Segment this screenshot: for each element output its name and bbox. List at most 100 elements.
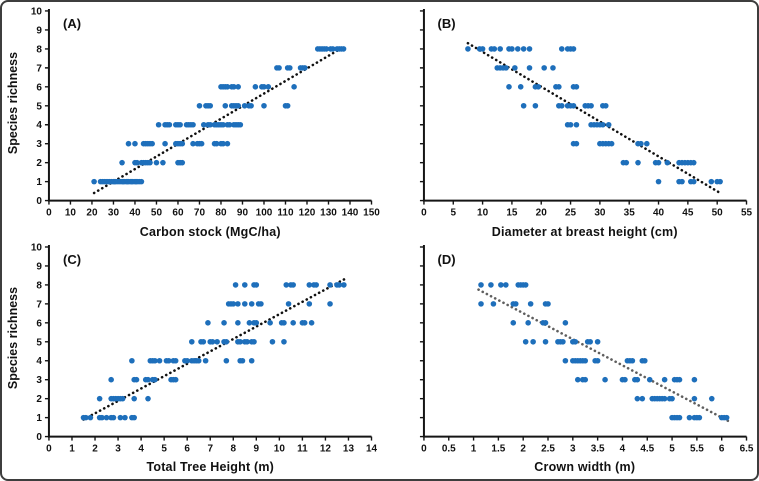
data-point xyxy=(83,414,89,420)
data-point xyxy=(96,395,103,401)
data-point xyxy=(200,338,207,345)
data-point xyxy=(306,300,313,307)
data-point xyxy=(608,140,614,147)
data-point xyxy=(153,159,160,166)
data-point xyxy=(301,319,308,326)
data-point xyxy=(220,121,226,128)
data-point xyxy=(138,178,145,185)
data-point xyxy=(487,281,494,288)
x-tick-label: 55 xyxy=(740,208,752,219)
data-point xyxy=(207,121,214,128)
data-point xyxy=(235,319,241,326)
data-point xyxy=(544,300,551,307)
x-tick-label: 4.5 xyxy=(640,443,654,454)
data-points xyxy=(80,281,347,420)
y-tick-label: 2 xyxy=(36,158,42,169)
trend-line xyxy=(466,41,721,195)
data-point xyxy=(323,46,330,52)
data-point xyxy=(131,395,137,401)
data-point xyxy=(477,281,484,288)
data-point xyxy=(152,376,158,382)
data-point xyxy=(678,178,685,185)
data-point xyxy=(573,121,579,128)
x-tick-label: 4 xyxy=(138,443,144,454)
data-point xyxy=(497,281,504,288)
data-point xyxy=(207,102,214,109)
y-tick-label: 7 xyxy=(36,63,42,74)
data-point xyxy=(572,338,578,345)
data-point xyxy=(179,140,186,147)
panel-c-tree-height: 0 1 2 3 4 5 6 7 8 9 10 11 12 13 14 0 1 2 3 4 5 6 7 8 9 10 (C) Spe… xyxy=(5,241,380,477)
data-point xyxy=(285,300,292,307)
data-point xyxy=(213,140,220,147)
data-point xyxy=(103,414,110,420)
y-tick-label: 5 xyxy=(36,101,42,112)
panel-c-label: (C) xyxy=(63,251,82,267)
data-point xyxy=(248,102,254,109)
data-point xyxy=(542,338,548,345)
x-tick-label: 0 xyxy=(421,208,427,219)
data-point xyxy=(235,300,241,307)
x-tick-label: 12 xyxy=(320,443,332,454)
x-tick-label: 15 xyxy=(506,208,518,219)
data-point xyxy=(258,300,264,307)
x-tick-label: 3 xyxy=(570,443,576,454)
x-tick-label: 10 xyxy=(65,208,77,219)
y-tick-label: 4 xyxy=(36,120,42,131)
data-point xyxy=(172,376,179,382)
data-point xyxy=(655,159,661,166)
data-point xyxy=(520,102,526,109)
x-tick-label: 35 xyxy=(623,208,635,219)
data-point xyxy=(602,102,609,109)
data-point xyxy=(237,121,244,128)
x-tick-label: 90 xyxy=(237,208,249,219)
data-point xyxy=(132,140,138,147)
x-tick-label: 1.5 xyxy=(491,443,505,454)
x-tick-label: 20 xyxy=(86,208,98,219)
axes xyxy=(422,8,747,202)
data-point xyxy=(562,357,568,364)
data-point xyxy=(230,300,237,307)
data-point xyxy=(716,178,723,185)
data-point xyxy=(690,178,697,185)
data-point xyxy=(668,395,675,401)
y-tick-label: 8 xyxy=(36,280,42,291)
x-tick-label: 5.5 xyxy=(689,443,703,454)
panel-a-carbon-stock: 0 10 20 30 40 50 60 70 80 90 100 110 120 130 140 150 0 1 2… xyxy=(5,5,380,241)
data-point xyxy=(248,300,255,307)
panel-a-label: (A) xyxy=(63,16,82,31)
data-point xyxy=(224,140,231,147)
x-tick-label: 140 xyxy=(342,208,359,219)
data-point xyxy=(172,357,179,364)
data-point xyxy=(641,357,648,364)
data-point xyxy=(529,338,536,345)
data-point xyxy=(302,65,308,71)
data-point xyxy=(573,84,579,90)
x-tick-label: 40 xyxy=(652,208,664,219)
panel-d-label: (D) xyxy=(437,251,456,267)
y-tick-label: 8 xyxy=(36,44,42,55)
data-point xyxy=(676,376,682,382)
x-tick-label: 70 xyxy=(194,208,206,219)
x-tick-label: 6 xyxy=(184,443,190,454)
data-point xyxy=(622,159,629,166)
data-point xyxy=(122,414,128,420)
data-point xyxy=(91,178,97,185)
x-tick-label: 2.5 xyxy=(541,443,555,454)
x-tick-label: 6.5 xyxy=(739,443,753,454)
y-tick-label: 6 xyxy=(36,318,42,329)
x-tick-label: 5 xyxy=(161,443,167,454)
data-point xyxy=(290,281,296,288)
data-point xyxy=(220,140,226,147)
data-point xyxy=(195,357,202,364)
x-tick-label: 80 xyxy=(215,208,227,219)
data-point xyxy=(535,84,541,90)
data-point xyxy=(261,102,267,109)
data-point xyxy=(570,46,576,52)
data-point xyxy=(223,357,230,364)
x-axis-title-b: Diameter at breast height (cm) xyxy=(491,224,678,239)
data-point xyxy=(327,300,333,307)
data-point xyxy=(241,281,248,288)
data-point xyxy=(184,357,190,364)
